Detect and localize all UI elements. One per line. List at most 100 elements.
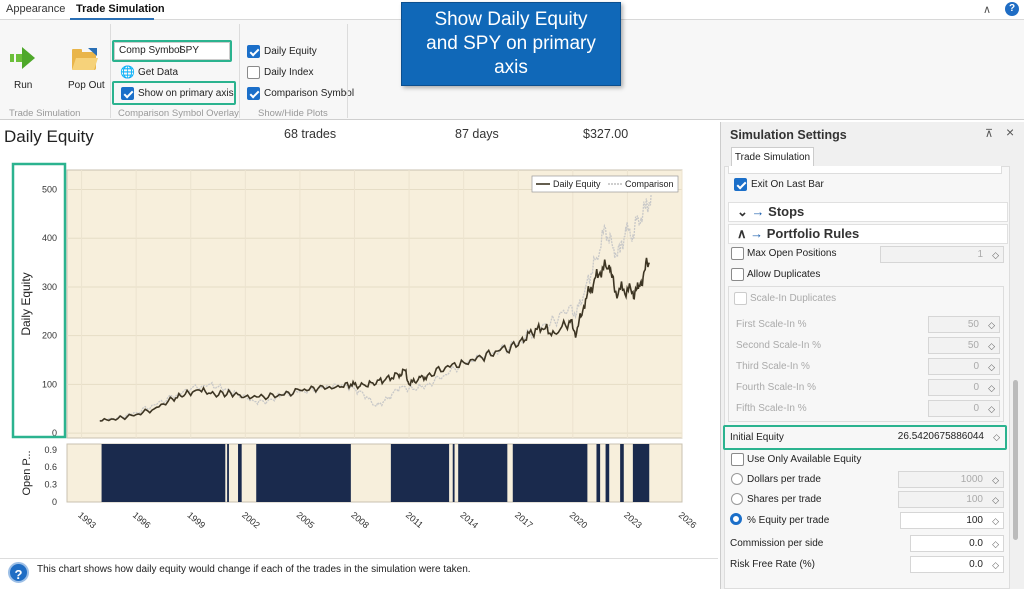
spinner-icon[interactable]: ◇ xyxy=(988,341,995,351)
second-scale-in-value: 50 xyxy=(967,340,979,351)
x-tick-label: 2023 xyxy=(622,510,644,531)
ribbon-separator xyxy=(347,24,348,118)
dollars-per-trade-input[interactable]: 1000 ◇ xyxy=(898,471,1004,488)
x-tick-label: 2014 xyxy=(458,510,480,531)
risk-free-rate-value: 0.0 xyxy=(969,559,983,570)
shares-per-trade-input[interactable]: 100 ◇ xyxy=(898,491,1004,508)
x-tick-label: 2017 xyxy=(513,510,535,531)
annotation-callout: Show Daily Equity and SPY on primary axi… xyxy=(401,2,621,86)
portfolio-rules-label: Portfolio Rules xyxy=(766,226,860,241)
spinner-icon[interactable]: ◇ xyxy=(992,495,999,505)
panel-tab-trade-simulation[interactable]: Trade Simulation xyxy=(731,147,814,167)
spinner-icon[interactable]: ◇ xyxy=(988,362,995,372)
x-tick-label: 2020 xyxy=(568,510,590,531)
x-tick-label: 2008 xyxy=(349,510,371,531)
initial-equity-value: 26.5420675886044 xyxy=(897,431,984,442)
spinner-icon[interactable]: ◇ xyxy=(992,539,999,549)
dollars-per-trade-radio[interactable] xyxy=(731,473,743,485)
first-scale-in-label: First Scale-In % xyxy=(736,319,807,330)
open-position-bar xyxy=(620,444,624,502)
collapse-ribbon-icon[interactable]: ∧ xyxy=(983,4,992,16)
use-only-available-equity-checkbox[interactable] xyxy=(731,453,744,466)
equity-chart[interactable]: 0 100 200 300 400 500 1993 1996 1999 2002 2005 2008… xyxy=(0,148,718,548)
panel-previous-section xyxy=(728,166,1002,174)
comparison-line xyxy=(99,194,652,422)
run-button[interactable] xyxy=(8,44,38,72)
max-open-positions-value: 1 xyxy=(977,249,983,260)
spinner-icon[interactable]: ◇ xyxy=(993,432,1000,442)
show-primary-axis-checkbox[interactable] xyxy=(121,87,134,100)
y-tick-label: 500 xyxy=(42,184,57,194)
second-scale-in-label: Second Scale-In % xyxy=(736,340,822,351)
active-tab-indicator xyxy=(70,18,154,20)
tab-appearance[interactable]: Appearance xyxy=(6,3,66,15)
use-only-available-equity-label: Use Only Available Equity xyxy=(747,454,862,465)
comp-symbol-value[interactable]: SPY xyxy=(179,45,200,56)
info-icon: ? xyxy=(8,562,29,583)
portfolio-rules-section-header[interactable]: ∧ → Portfolio Rules xyxy=(728,224,1008,244)
spinner-icon[interactable]: ◇ xyxy=(992,250,999,260)
fifth-scale-in-input[interactable]: 0 ◇ xyxy=(928,400,1000,417)
show-primary-axis-label: Show on primary axis xyxy=(138,88,234,99)
max-open-positions-checkbox[interactable] xyxy=(731,247,744,260)
fourth-scale-in-input[interactable]: 0 ◇ xyxy=(928,379,1000,396)
close-icon[interactable]: × xyxy=(1006,124,1015,140)
daily-equity-checkbox[interactable] xyxy=(247,45,260,58)
help-icon[interactable]: ? xyxy=(1005,2,1019,16)
pct-equity-per-trade-input[interactable]: 100 ◇ xyxy=(900,512,1004,529)
commission-input[interactable]: 0.0 ◇ xyxy=(910,535,1004,552)
panel-scrollbar[interactable] xyxy=(1011,166,1020,589)
callout-line-1: Show Daily Equity xyxy=(434,9,588,30)
y-tick-label: 0 xyxy=(52,428,57,438)
risk-free-rate-input[interactable]: 0.0 ◇ xyxy=(910,556,1004,573)
shares-per-trade-radio[interactable] xyxy=(731,493,743,505)
risk-free-rate-label: Risk Free Rate (%) xyxy=(730,559,816,570)
spinner-icon[interactable]: ◇ xyxy=(988,320,995,330)
second-scale-in-input[interactable]: 50 ◇ xyxy=(928,337,1000,354)
panel-scroll-thumb[interactable] xyxy=(1013,380,1018,540)
scale-in-duplicates-checkbox[interactable] xyxy=(734,292,747,305)
group-label-show-hide: Show/Hide Plots xyxy=(258,108,328,119)
open-position-bar xyxy=(256,444,351,502)
arrow-right-icon: → xyxy=(751,204,765,219)
legend-label-comparison: Comparison xyxy=(625,179,674,189)
spinner-icon[interactable]: ◇ xyxy=(988,383,995,393)
comparison-symbol-checkbox[interactable] xyxy=(247,87,260,100)
pct-equity-per-trade-radio[interactable] xyxy=(730,513,742,525)
dollars-per-trade-value: 1000 xyxy=(960,474,983,485)
comp-symbol-field[interactable]: Comp Symbol SPY xyxy=(114,42,230,60)
y-tick-label: 300 xyxy=(42,282,57,292)
run-arrow-icon xyxy=(10,47,35,69)
pin-icon[interactable]: ⊼ xyxy=(985,128,994,140)
daily-equity-line xyxy=(99,257,650,422)
third-scale-in-value: 0 xyxy=(973,361,979,372)
spinner-icon[interactable]: ◇ xyxy=(992,560,999,570)
first-scale-in-input[interactable]: 50 ◇ xyxy=(928,316,1000,333)
run-label: Run xyxy=(14,80,33,91)
stops-label: Stops xyxy=(768,204,805,219)
daily-index-checkbox[interactable] xyxy=(247,66,260,79)
daily-equity-plot-label: Daily Equity xyxy=(264,46,317,57)
initial-equity-input[interactable]: 26.5420675886044 ◇ xyxy=(880,429,1004,446)
commission-label: Commission per side xyxy=(730,538,824,549)
spinner-icon[interactable]: ◇ xyxy=(988,404,995,414)
globe-icon: 🌐 xyxy=(120,65,135,79)
y-axis-label: Daily Equity xyxy=(19,272,33,335)
sub-y-tick-label: 0 xyxy=(52,497,57,507)
tab-trade-simulation[interactable]: Trade Simulation xyxy=(76,3,165,15)
plot-area[interactable] xyxy=(66,169,683,439)
y-tick-label: 200 xyxy=(42,331,57,341)
exit-on-last-bar-checkbox[interactable] xyxy=(734,178,747,191)
get-data-button[interactable]: Get Data xyxy=(138,67,179,78)
fourth-scale-in-value: 0 xyxy=(973,382,979,393)
spinner-icon[interactable]: ◇ xyxy=(992,516,999,526)
pop-out-button[interactable] xyxy=(70,46,100,72)
x-tick-label: 2026 xyxy=(677,510,699,531)
allow-duplicates-checkbox[interactable] xyxy=(731,268,744,281)
open-position-bar xyxy=(101,444,226,502)
spinner-icon[interactable]: ◇ xyxy=(992,475,999,485)
highlight-show-primary-axis xyxy=(112,81,236,105)
third-scale-in-input[interactable]: 0 ◇ xyxy=(928,358,1000,375)
stops-section-header[interactable]: ⌄ → Stops xyxy=(728,202,1008,222)
max-open-positions-input[interactable]: 1 ◇ xyxy=(880,246,1004,263)
